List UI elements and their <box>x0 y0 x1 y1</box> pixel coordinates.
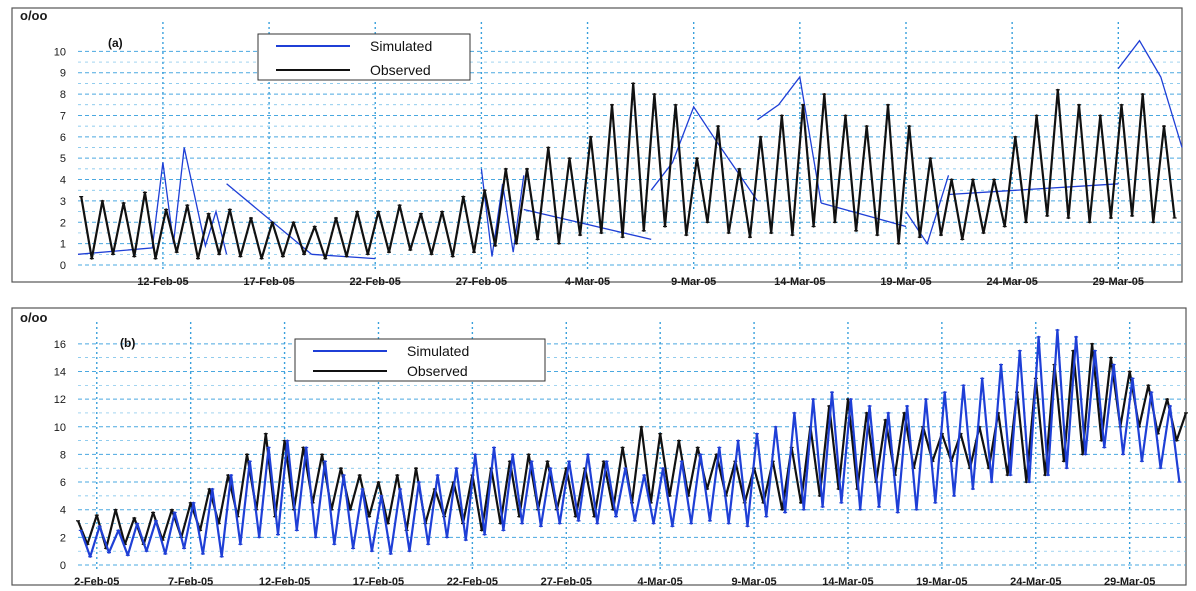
panel-b-chart: 0 2 4 6 8 10 12 14 16 2-Feb-05 7-Feb-05 12-Feb-05 17… <box>11 307 1188 588</box>
legend-label-observed: Observed <box>407 363 468 379</box>
y-tick-label: 16 <box>54 339 66 351</box>
plot-frame <box>11 7 1183 283</box>
x-tick-label: 12-Feb-05 <box>259 576 310 588</box>
y-tick-label: 6 <box>60 477 66 489</box>
y-tick-label: 0 <box>60 560 66 572</box>
series-line-simulated <box>77 147 228 255</box>
x-tick-label: 19-Mar-05 <box>916 576 967 588</box>
series-line-simulated <box>714 138 758 202</box>
legend-box <box>257 33 471 81</box>
legend-label-observed: Observed <box>370 62 431 78</box>
x-tick-label: 22-Feb-05 <box>447 576 498 588</box>
x-tick-label: 4-Mar-05 <box>638 576 683 588</box>
y-tick-label: 4 <box>60 175 66 187</box>
y-unit-label: o/oo <box>20 310 47 325</box>
y-tick-label: 10 <box>54 46 66 58</box>
series-line-simulated <box>820 202 907 228</box>
series-line-observed <box>80 82 1176 260</box>
panel-a-chart: 0 1 2 3 4 5 6 7 8 9 10 12-Feb-05 17-Feb-05 22-Feb-05 2… <box>11 7 1183 288</box>
y-tick-label: 10 <box>54 422 66 434</box>
x-tick-label: 9-Mar-05 <box>731 576 776 588</box>
x-tick-label: 29-Mar-05 <box>1093 276 1144 288</box>
series-line-simulated <box>948 183 1119 196</box>
x-tick-label: 29-Mar-05 <box>1104 576 1155 588</box>
x-tick-label: 12-Feb-05 <box>137 276 188 288</box>
legend: Simulated Observed <box>257 33 471 81</box>
series-line-simulated <box>757 75 822 204</box>
y-tick-label: 2 <box>60 217 66 229</box>
x-tick-label: 27-Feb-05 <box>541 576 592 588</box>
x-tick-label: 27-Feb-05 <box>456 276 507 288</box>
y-tick-label: 5 <box>60 153 66 165</box>
series-line-simulated <box>905 175 950 246</box>
y-unit-label: o/oo <box>20 8 47 23</box>
y-tick-label: 1 <box>60 239 66 251</box>
legend-label-simulated: Simulated <box>370 38 432 54</box>
x-tick-label: 14-Mar-05 <box>774 276 825 288</box>
legend-box <box>294 338 546 382</box>
series-line-simulated <box>523 208 652 241</box>
x-tick-label: 14-Mar-05 <box>822 576 873 588</box>
x-tick-label: 17-Feb-05 <box>353 576 404 588</box>
series-line-simulated <box>311 253 376 260</box>
x-tick-label: 4-Mar-05 <box>565 276 610 288</box>
y-tick-label: 14 <box>54 366 66 378</box>
panel-label: (a) <box>108 36 123 50</box>
x-tick-label: 2-Feb-05 <box>74 576 119 588</box>
y-tick-label: 4 <box>60 505 66 517</box>
y-tick-label: 6 <box>60 132 66 144</box>
series-line-simulated <box>1117 39 1183 148</box>
plot-frame <box>11 307 1187 586</box>
y-tick-label: 0 <box>60 260 66 272</box>
y-tick-label: 8 <box>60 89 66 101</box>
legend: Simulated Observed <box>294 338 546 382</box>
x-tick-label: 7-Feb-05 <box>168 576 213 588</box>
legend-label-simulated: Simulated <box>407 343 469 359</box>
y-tick-label: 8 <box>60 449 66 461</box>
y-tick-label: 9 <box>60 68 66 80</box>
y-tick-label: 12 <box>54 394 66 406</box>
series-line-simulated <box>226 183 312 255</box>
panel-label: (b) <box>120 336 135 350</box>
y-tick-label: 2 <box>60 532 66 544</box>
x-tick-label: 17-Feb-05 <box>243 276 294 288</box>
y-tick-label: 3 <box>60 196 66 208</box>
y-tick-label: 7 <box>60 110 66 122</box>
series-line-simulated <box>79 328 1181 558</box>
series-line-simulated <box>480 168 525 257</box>
x-tick-label: 24-Mar-05 <box>1010 576 1061 588</box>
x-tick-label: 9-Mar-05 <box>671 276 716 288</box>
x-tick-label: 24-Mar-05 <box>986 276 1037 288</box>
x-tick-label: 19-Mar-05 <box>880 276 931 288</box>
x-tick-label: 22-Feb-05 <box>350 276 401 288</box>
